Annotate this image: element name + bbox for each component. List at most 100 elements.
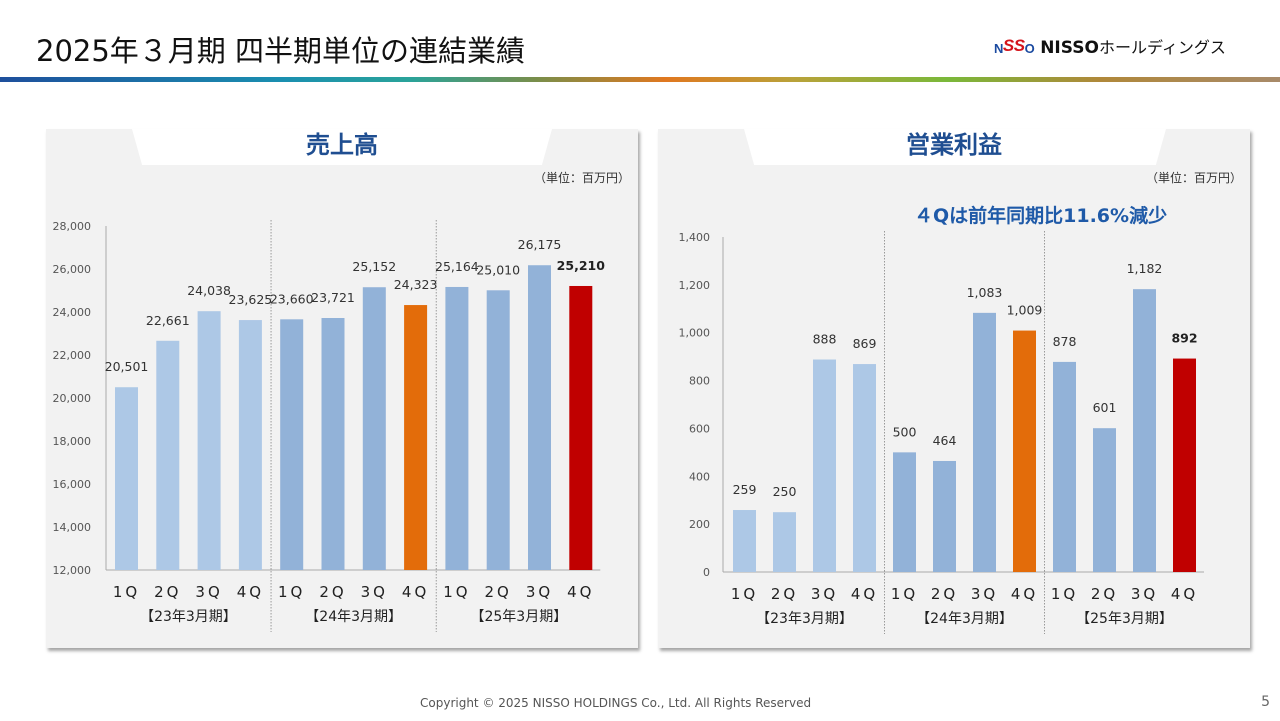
- bar: [362, 287, 386, 570]
- company-name-latin: NISSO: [1040, 38, 1099, 58]
- bar: [1133, 289, 1156, 572]
- bar-value-label: 1,083: [967, 285, 1003, 300]
- bar: [238, 320, 262, 570]
- bar-value-label: 25,010: [476, 262, 520, 277]
- bar: [115, 387, 138, 570]
- sales-title-tab: [132, 129, 552, 165]
- x-category-label: 2Q: [319, 583, 346, 601]
- fiscal-period-label: 【24年3月期】: [916, 611, 1013, 627]
- operating-profit-title-tab: [744, 129, 1166, 165]
- sales-bar-chart: 12,000 14,000 16,000 18,000 20,000 22,000 24,0…: [53, 220, 606, 632]
- bar-value-label: 23,721: [311, 290, 355, 305]
- x-category-label: 1Q: [1051, 585, 1078, 603]
- bar-value-label: 869: [853, 336, 877, 351]
- x-category-label: 4Q: [851, 585, 878, 603]
- bar-value-label: 878: [1053, 334, 1077, 349]
- operating-profit-panel: 営業利益 （単位：百万円） ４Qは前年同期比11.6%減少 0 200 400 600…: [658, 129, 1250, 648]
- x-category-label: 4Q: [1011, 585, 1038, 603]
- bar: [1053, 361, 1076, 572]
- sales-panel: 売上高 （単位：百万円） 12,000 14,000 16,000 18,000 20,…: [46, 129, 638, 648]
- y-tick-label: 16,000: [53, 478, 92, 491]
- bar-value-label: 601: [1093, 400, 1117, 415]
- header-gradient-divider: [0, 77, 1280, 82]
- fiscal-period-label: 【24年3月期】: [305, 609, 402, 625]
- x-category-label: 2Q: [485, 583, 512, 601]
- x-category-label: 3Q: [195, 583, 222, 601]
- y-tick-label: 18,000: [53, 435, 92, 448]
- y-tick-label: 1,000: [679, 327, 711, 340]
- fiscal-period-label: 【25年3月期】: [470, 609, 567, 625]
- bar: [1173, 358, 1196, 572]
- operating-profit-chart-title: 営業利益: [906, 131, 1002, 159]
- bar-value-label: 464: [933, 433, 957, 448]
- nisso-logo-icon: N SS O: [994, 36, 1035, 56]
- x-category-label: 4Q: [567, 583, 594, 601]
- operating-profit-callout: ４Qは前年同期比11.6%減少: [914, 205, 1168, 227]
- bar: [973, 312, 996, 572]
- y-tick-label: 20,000: [53, 392, 92, 405]
- bar-value-label: 259: [733, 482, 757, 497]
- bar-value-label: 24,323: [394, 277, 438, 292]
- x-category-label: 3Q: [526, 583, 553, 601]
- company-logo: N SS O NISSOホールディングス: [994, 34, 1226, 58]
- x-category-label: 3Q: [1131, 585, 1158, 603]
- y-tick-label: 800: [689, 375, 710, 388]
- bar: [156, 340, 180, 570]
- x-category-label: 1Q: [443, 583, 470, 601]
- fiscal-period-label: 【23年3月期】: [140, 609, 237, 625]
- operating-profit-unit-label: （単位：百万円）: [1145, 171, 1242, 185]
- page-title: 2025年３月期 四半期単位の連結業績: [36, 34, 526, 68]
- bar: [321, 317, 345, 570]
- y-tick-label: 28,000: [53, 220, 92, 233]
- operating-profit-bar-chart: 0 200 400 600 800 1,000 1,200 1,400 259 1Q 250 2Q 88…: [679, 231, 1204, 634]
- x-category-label: 2Q: [154, 583, 181, 601]
- fiscal-period-label: 【25年3月期】: [1076, 611, 1173, 627]
- company-name-kana: ホールディングス: [1098, 38, 1226, 57]
- bar: [733, 510, 756, 572]
- y-tick-label: 200: [689, 518, 710, 531]
- y-tick-label: 400: [689, 470, 710, 483]
- bar-value-label: 25,210: [557, 258, 606, 273]
- bar-value-label: 892: [1171, 331, 1197, 346]
- x-category-label: 1Q: [278, 583, 305, 601]
- x-category-label: 3Q: [971, 585, 998, 603]
- bar: [528, 265, 551, 570]
- x-category-label: 4Q: [1171, 585, 1198, 603]
- bar-value-label: 1,182: [1127, 261, 1163, 276]
- bar: [1013, 330, 1036, 572]
- y-tick-label: 1,200: [679, 279, 711, 292]
- sales-chart-title: 売上高: [306, 131, 378, 159]
- bar-value-label: 1,009: [1007, 303, 1043, 318]
- x-category-label: 3Q: [811, 585, 838, 603]
- bar-value-label: 25,164: [435, 259, 479, 274]
- x-category-label: 3Q: [361, 583, 388, 601]
- bar: [569, 285, 593, 570]
- bar: [197, 311, 221, 570]
- bar-value-label: 250: [773, 484, 797, 499]
- bar-value-label: 20,501: [105, 359, 149, 374]
- bar-value-label: 22,661: [146, 313, 190, 328]
- fiscal-period-label: 【23年3月期】: [756, 611, 853, 627]
- bar-value-label: 23,625: [229, 292, 273, 307]
- y-tick-label: 12,000: [53, 564, 92, 577]
- bar: [853, 364, 876, 572]
- bar: [445, 286, 469, 570]
- bar: [1093, 428, 1116, 572]
- bar: [773, 512, 796, 572]
- bar-value-label: 25,152: [352, 259, 396, 274]
- bar-value-label: 23,660: [270, 291, 314, 306]
- y-tick-label: 26,000: [53, 263, 92, 276]
- y-tick-label: 0: [703, 566, 710, 579]
- bar: [486, 290, 510, 570]
- x-category-label: 2Q: [771, 585, 798, 603]
- y-tick-label: 22,000: [53, 349, 92, 362]
- x-category-label: 1Q: [113, 583, 140, 601]
- x-category-label: 1Q: [891, 585, 918, 603]
- bar: [933, 460, 956, 572]
- bar: [280, 319, 304, 570]
- bar: [404, 305, 428, 570]
- bar: [813, 359, 836, 572]
- bar-value-label: 24,038: [187, 283, 231, 298]
- y-tick-label: 14,000: [53, 521, 92, 534]
- page-number: 5: [1261, 694, 1270, 710]
